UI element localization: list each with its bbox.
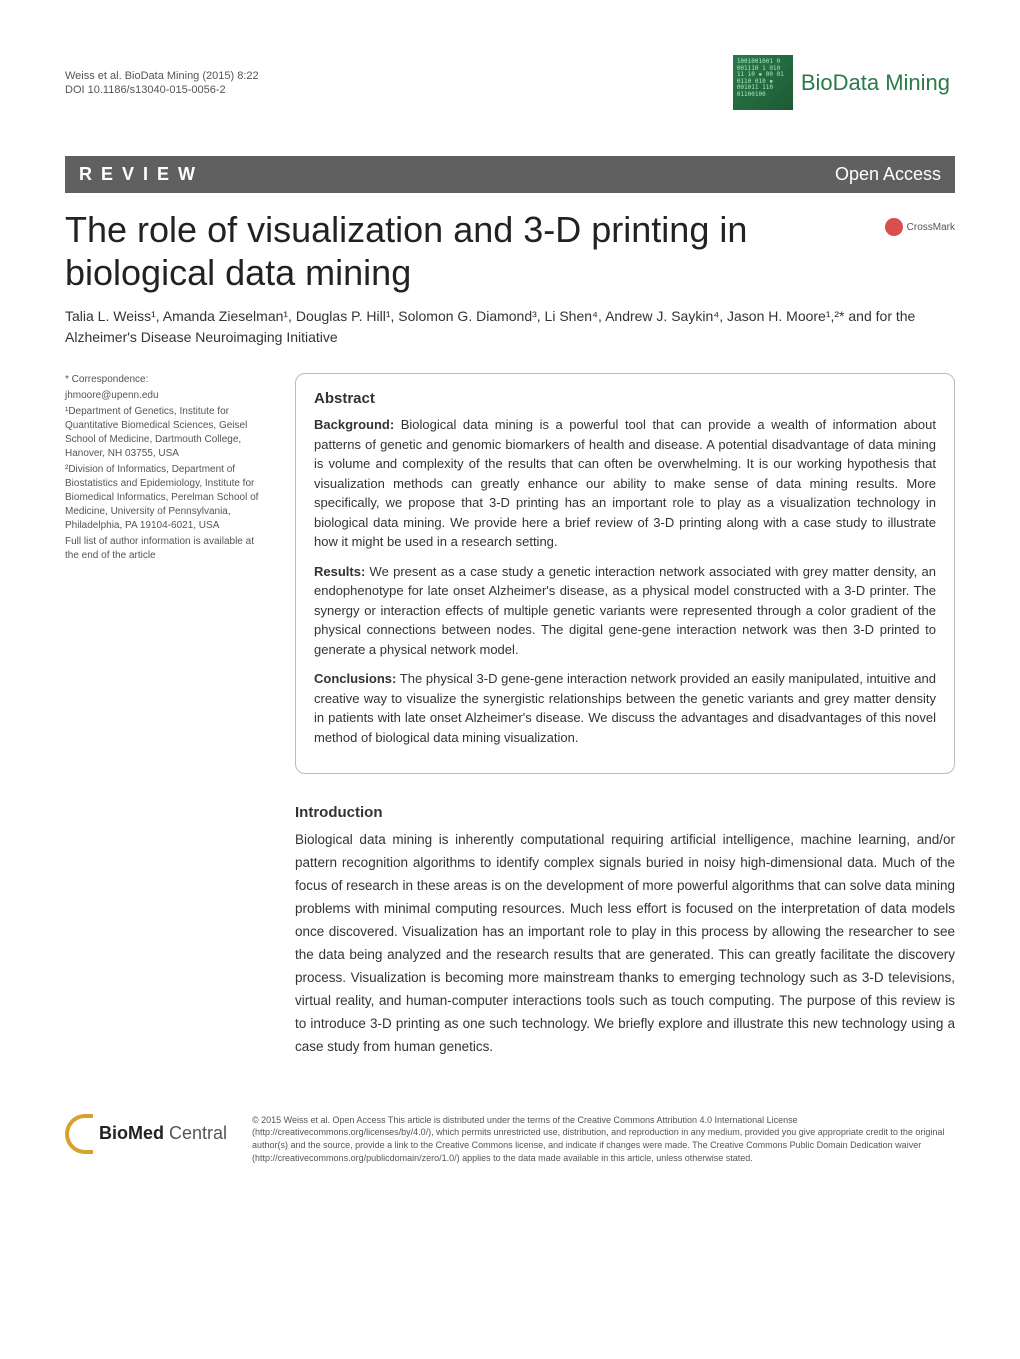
- article-type-bar: R E V I E W Open Access: [65, 156, 955, 193]
- introduction-heading: Introduction: [295, 804, 955, 821]
- author-info-note: Full list of author information is avail…: [65, 535, 260, 563]
- main-columns: * Correspondence: jhmoore@upenn.edu ¹Dep…: [65, 373, 955, 1058]
- footer-row: BioMed Central © 2015 Weiss et al. Open …: [65, 1094, 955, 1164]
- journal-logo: 1001001001 0 001110 1 010 11 10 ▪ 00 01 …: [733, 55, 950, 110]
- main-content-column: Abstract Background: Biological data min…: [295, 373, 955, 1058]
- license-text: © 2015 Weiss et al. Open Access This art…: [252, 1114, 955, 1164]
- crossmark-label: CrossMark: [907, 222, 955, 233]
- open-access-label: Open Access: [835, 164, 941, 185]
- introduction-text: Biological data mining is inherently com…: [295, 829, 955, 1058]
- page: Weiss et al. BioData Mining (2015) 8:22 …: [0, 0, 1020, 1204]
- abstract-box: Abstract Background: Biological data min…: [295, 373, 955, 774]
- affiliation-1: ¹Department of Genetics, Institute for Q…: [65, 405, 260, 461]
- conclusions-label: Conclusions:: [314, 671, 396, 686]
- correspondence-label: * Correspondence:: [65, 373, 260, 387]
- background-text: Biological data mining is a powerful too…: [314, 417, 936, 549]
- bmc-bio: Bio: [99, 1123, 128, 1143]
- conclusions-text: The physical 3-D gene-gene interaction n…: [314, 671, 936, 745]
- crossmark-badge[interactable]: CrossMark: [885, 218, 955, 236]
- abstract-results: Results: We present as a case study a ge…: [314, 562, 936, 660]
- abstract-conclusions: Conclusions: The physical 3-D gene-gene …: [314, 669, 936, 747]
- results-text: We present as a case study a genetic int…: [314, 564, 936, 657]
- bmc-med: Med: [128, 1123, 164, 1143]
- article-type-label: R E V I E W: [79, 164, 197, 185]
- crossmark-icon: [885, 218, 903, 236]
- results-label: Results:: [314, 564, 365, 579]
- abstract-background: Background: Biological data mining is a …: [314, 415, 936, 552]
- bmc-text: BioMed Central: [99, 1123, 227, 1144]
- author-list: Talia L. Weiss¹, Amanda Zieselman¹, Doug…: [65, 306, 955, 348]
- correspondence-column: * Correspondence: jhmoore@upenn.edu ¹Dep…: [65, 373, 260, 1058]
- title-row: The role of visualization and 3-D printi…: [65, 208, 955, 306]
- bmc-central: Central: [164, 1123, 227, 1143]
- background-label: Background:: [314, 417, 394, 432]
- bmc-paren-icon: [65, 1114, 93, 1154]
- journal-name: BioData Mining: [801, 70, 950, 96]
- abstract-heading: Abstract: [314, 390, 936, 407]
- biomed-central-logo: BioMed Central: [65, 1114, 227, 1154]
- correspondence-email[interactable]: jhmoore@upenn.edu: [65, 389, 260, 403]
- article-title: The role of visualization and 3-D printi…: [65, 208, 870, 294]
- journal-logo-icon: 1001001001 0 001110 1 010 11 10 ▪ 00 01 …: [733, 55, 793, 110]
- affiliation-2: ²Division of Informatics, Department of …: [65, 463, 260, 533]
